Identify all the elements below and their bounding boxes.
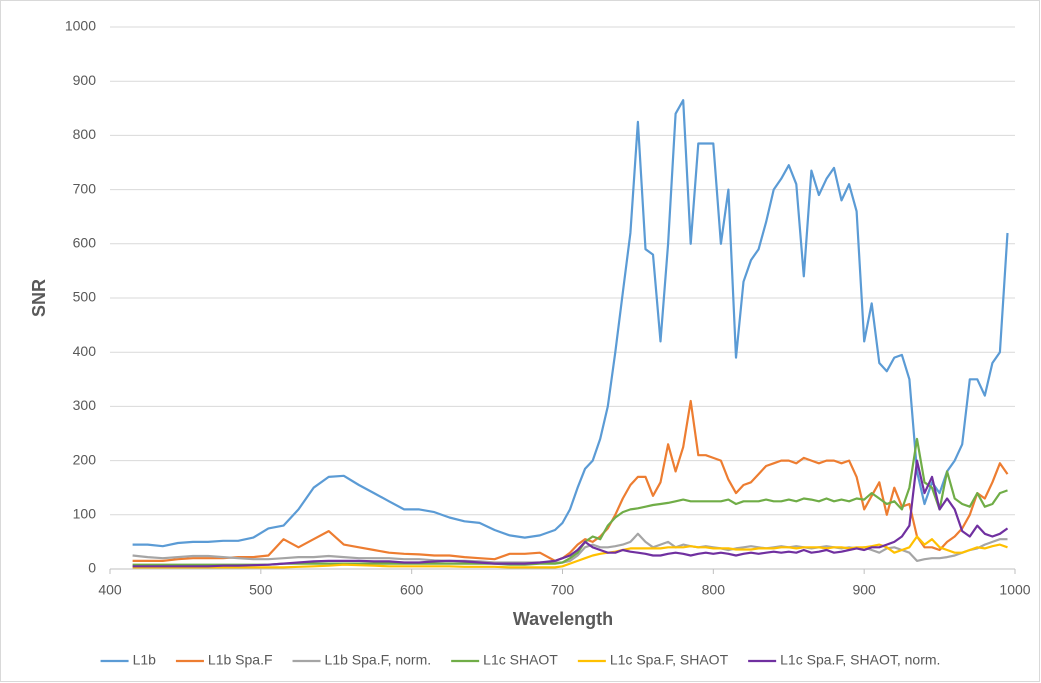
y-tick-label: 900 <box>73 72 97 88</box>
legend-label: L1c Spa.F, SHAOT, norm. <box>780 652 940 668</box>
legend-label: L1b Spa.F, norm. <box>325 652 432 668</box>
series-line <box>132 99 1009 548</box>
y-tick-label: 1000 <box>65 18 96 34</box>
y-tick-label: 100 <box>73 506 97 522</box>
y-tick-label: 800 <box>73 126 97 142</box>
x-tick-label: 800 <box>702 582 726 598</box>
series-line <box>132 399 1009 562</box>
legend-label: L1c Spa.F, SHAOT <box>610 652 729 668</box>
x-tick-label: 600 <box>400 582 424 598</box>
y-tick-label: 200 <box>73 451 97 467</box>
x-tick-label: 1000 <box>999 582 1030 598</box>
series-line <box>132 535 1008 569</box>
y-axis-title: SNR <box>29 279 49 317</box>
y-tick-label: 700 <box>73 180 97 196</box>
legend-label: L1b Spa.F <box>208 652 273 668</box>
series-line <box>132 459 1009 568</box>
x-tick-label: 900 <box>852 582 876 598</box>
legend-label: L1b <box>133 652 157 668</box>
x-axis-title: Wavelength <box>513 609 613 629</box>
y-tick-label: 600 <box>73 235 97 251</box>
x-tick-label: 500 <box>249 582 273 598</box>
y-tick-label: 400 <box>73 343 97 359</box>
x-tick-label: 400 <box>98 582 122 598</box>
y-tick-label: 500 <box>73 289 97 305</box>
legend-label: L1c SHAOT <box>483 652 558 668</box>
series-line <box>132 437 1008 566</box>
y-tick-label: 300 <box>73 397 97 413</box>
y-tick-label: 0 <box>88 560 96 576</box>
x-tick-label: 700 <box>551 582 575 598</box>
